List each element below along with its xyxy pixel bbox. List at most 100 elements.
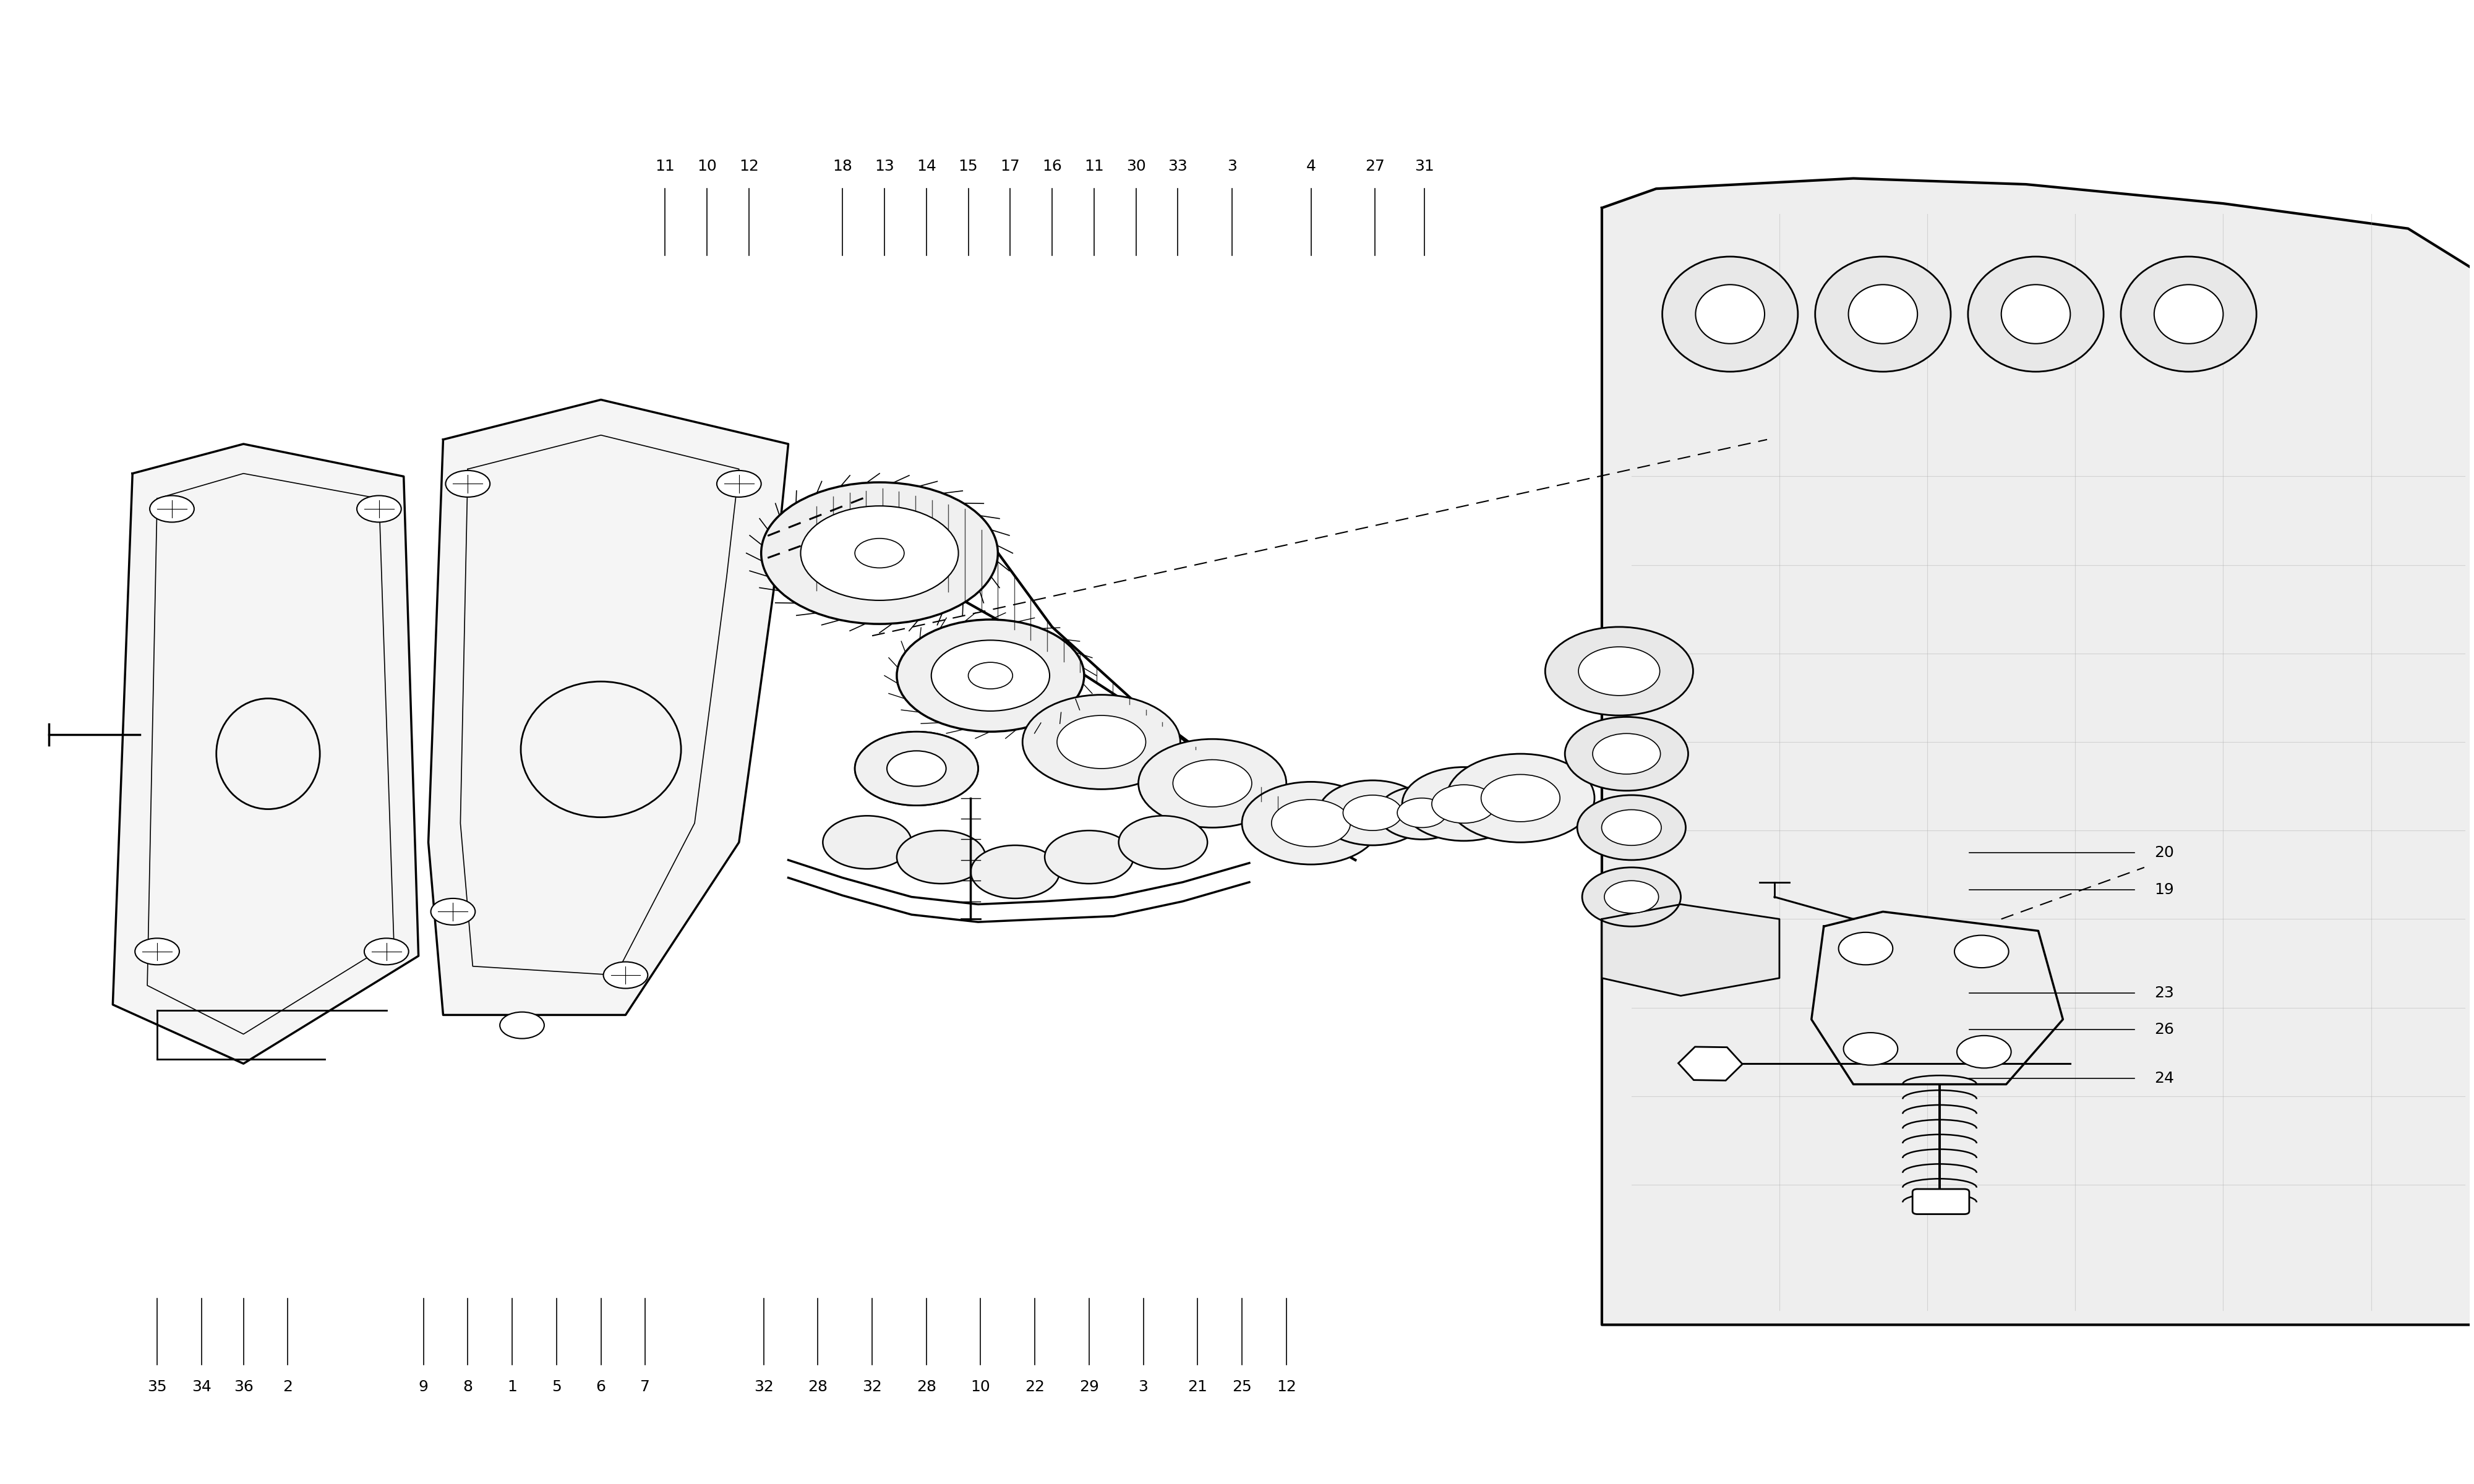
Ellipse shape <box>1816 257 1950 371</box>
Text: 23: 23 <box>2155 985 2175 1000</box>
Circle shape <box>1022 695 1180 789</box>
Text: 30: 30 <box>1126 159 1145 174</box>
Text: 27: 27 <box>1366 159 1385 174</box>
Ellipse shape <box>1848 285 1917 344</box>
Text: 33: 33 <box>1168 159 1188 174</box>
Circle shape <box>1242 782 1380 865</box>
Text: 5: 5 <box>552 1380 562 1395</box>
Circle shape <box>1173 760 1252 807</box>
Circle shape <box>1603 880 1658 913</box>
Circle shape <box>930 640 1049 711</box>
Circle shape <box>356 496 401 522</box>
Circle shape <box>1957 1036 2011 1068</box>
Text: 34: 34 <box>190 1380 210 1395</box>
Text: 21: 21 <box>1188 1380 1207 1395</box>
Text: 12: 12 <box>740 159 760 174</box>
Text: 31: 31 <box>1415 159 1435 174</box>
Circle shape <box>151 496 193 522</box>
Polygon shape <box>1601 178 2474 1325</box>
Ellipse shape <box>2155 285 2224 344</box>
Text: 26: 26 <box>2155 1022 2175 1037</box>
Text: 2: 2 <box>282 1380 292 1395</box>
Circle shape <box>1403 767 1526 841</box>
Ellipse shape <box>2001 285 2071 344</box>
Text: 36: 36 <box>233 1380 252 1395</box>
Circle shape <box>896 831 985 883</box>
Polygon shape <box>1601 904 1779 996</box>
Circle shape <box>967 662 1012 689</box>
Text: 15: 15 <box>957 159 977 174</box>
Circle shape <box>856 732 977 806</box>
Text: 4: 4 <box>1306 159 1316 174</box>
Ellipse shape <box>2120 257 2256 371</box>
Text: 20: 20 <box>2155 846 2175 861</box>
Text: 35: 35 <box>148 1380 166 1395</box>
Circle shape <box>445 470 490 497</box>
Text: 3: 3 <box>1138 1380 1148 1395</box>
Circle shape <box>1432 785 1497 824</box>
Circle shape <box>886 751 945 787</box>
Text: 11: 11 <box>1084 159 1103 174</box>
Text: 25: 25 <box>1232 1380 1252 1395</box>
Circle shape <box>1843 1033 1898 1066</box>
Polygon shape <box>428 399 789 1015</box>
Circle shape <box>1118 816 1207 870</box>
Circle shape <box>762 482 997 623</box>
Text: 6: 6 <box>596 1380 606 1395</box>
Text: 17: 17 <box>999 159 1019 174</box>
Circle shape <box>886 751 945 787</box>
Circle shape <box>1482 775 1561 822</box>
Circle shape <box>1593 733 1660 775</box>
Text: 32: 32 <box>863 1380 881 1395</box>
Circle shape <box>1447 754 1593 843</box>
Text: 10: 10 <box>970 1380 990 1395</box>
Circle shape <box>1838 932 1893 965</box>
Circle shape <box>500 1012 544 1039</box>
Text: 1: 1 <box>507 1380 517 1395</box>
Circle shape <box>1954 935 2009 968</box>
Text: 7: 7 <box>641 1380 651 1395</box>
Circle shape <box>856 732 977 806</box>
Text: 8: 8 <box>463 1380 473 1395</box>
Text: 32: 32 <box>755 1380 774 1395</box>
Circle shape <box>1566 717 1687 791</box>
Text: 18: 18 <box>834 159 854 174</box>
Circle shape <box>1583 868 1680 926</box>
Circle shape <box>604 962 648 988</box>
Polygon shape <box>1811 911 2063 1085</box>
Circle shape <box>824 816 910 870</box>
Text: 16: 16 <box>1042 159 1061 174</box>
Text: 14: 14 <box>915 159 935 174</box>
Circle shape <box>1343 795 1403 831</box>
Text: 9: 9 <box>418 1380 428 1395</box>
Text: 12: 12 <box>1277 1380 1296 1395</box>
Text: 28: 28 <box>809 1380 829 1395</box>
Circle shape <box>1601 810 1663 846</box>
Circle shape <box>430 898 475 925</box>
Circle shape <box>364 938 408 965</box>
Circle shape <box>970 846 1059 898</box>
Ellipse shape <box>1967 257 2103 371</box>
Text: 29: 29 <box>1079 1380 1098 1395</box>
Circle shape <box>856 539 903 568</box>
Circle shape <box>1044 831 1133 883</box>
Circle shape <box>136 938 178 965</box>
Circle shape <box>1056 715 1145 769</box>
Circle shape <box>1546 626 1692 715</box>
Circle shape <box>1272 800 1351 847</box>
Text: 13: 13 <box>876 159 893 174</box>
Circle shape <box>1138 739 1286 828</box>
Circle shape <box>802 506 957 601</box>
Polygon shape <box>114 444 418 1064</box>
Ellipse shape <box>1663 257 1799 371</box>
Text: 19: 19 <box>2155 881 2175 896</box>
Text: 11: 11 <box>656 159 675 174</box>
Circle shape <box>1578 647 1660 696</box>
Circle shape <box>1319 781 1427 846</box>
Text: 3: 3 <box>1227 159 1237 174</box>
Text: 22: 22 <box>1024 1380 1044 1395</box>
Circle shape <box>1578 795 1685 861</box>
Circle shape <box>1398 798 1447 828</box>
Ellipse shape <box>1695 285 1764 344</box>
Circle shape <box>717 470 762 497</box>
